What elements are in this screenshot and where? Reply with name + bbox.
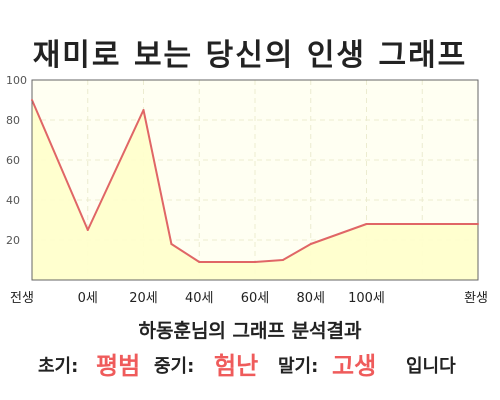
x-tick-label: 40세 <box>185 291 214 306</box>
data-point <box>421 223 424 225</box>
data-point <box>198 261 201 263</box>
chart-title: 재미로 보는 당신의 인생 그래프 <box>32 38 468 73</box>
x-tick-label: 60세 <box>241 291 270 306</box>
ending-text: 입니다 <box>406 356 456 377</box>
chart-svg: 20 40 60 80 100 전생 0세 20세 40세 60세 80세 100세 환생 <box>6 74 488 306</box>
mid-label: 중기: <box>154 356 195 377</box>
early-label: 초기: <box>38 356 79 377</box>
data-point <box>170 243 173 245</box>
y-tick-label: 100 <box>6 74 27 87</box>
late-label: 말기: <box>278 356 319 377</box>
x-tick-label: 80세 <box>296 291 325 306</box>
x-tick-label: 20세 <box>129 291 158 306</box>
data-point <box>281 259 284 261</box>
data-point <box>365 223 368 225</box>
x-tick-label: 100세 <box>348 291 385 306</box>
data-point <box>142 109 145 111</box>
mid-value: 험난 <box>214 352 259 380</box>
area-fill <box>32 100 478 280</box>
data-point <box>86 229 89 231</box>
x-tick-labels: 전생 0세 20세 40세 60세 80세 100세 환생 <box>10 291 488 306</box>
late-value: 고생 <box>332 352 377 380</box>
life-graph-chart: 20 40 60 80 100 전생 0세 20세 40세 60세 80세 100세 환생 <box>0 70 500 310</box>
data-point <box>254 261 256 263</box>
y-tick-label: 20 <box>6 234 20 247</box>
data-points <box>31 99 479 263</box>
x-tick-label: 환생 <box>464 291 488 306</box>
data-point <box>31 99 33 101</box>
data-point <box>309 243 312 245</box>
x-tick-label: 0세 <box>78 291 98 306</box>
analysis-result: 초기: 평범 중기: 험난 말기: 고생 입니다 <box>0 344 500 384</box>
data-point <box>477 223 479 225</box>
y-tick-label: 60 <box>6 154 20 167</box>
x-tick-label: 전생 <box>10 291 34 306</box>
analysis-subtitle: 하동훈님의 그래프 분석결과 <box>138 320 362 342</box>
early-value: 평범 <box>96 352 141 380</box>
plot-border <box>31 79 479 281</box>
y-tick-label: 40 <box>6 194 20 207</box>
y-tick-label: 80 <box>6 114 20 127</box>
y-tick-labels: 20 40 60 80 100 <box>6 74 27 247</box>
